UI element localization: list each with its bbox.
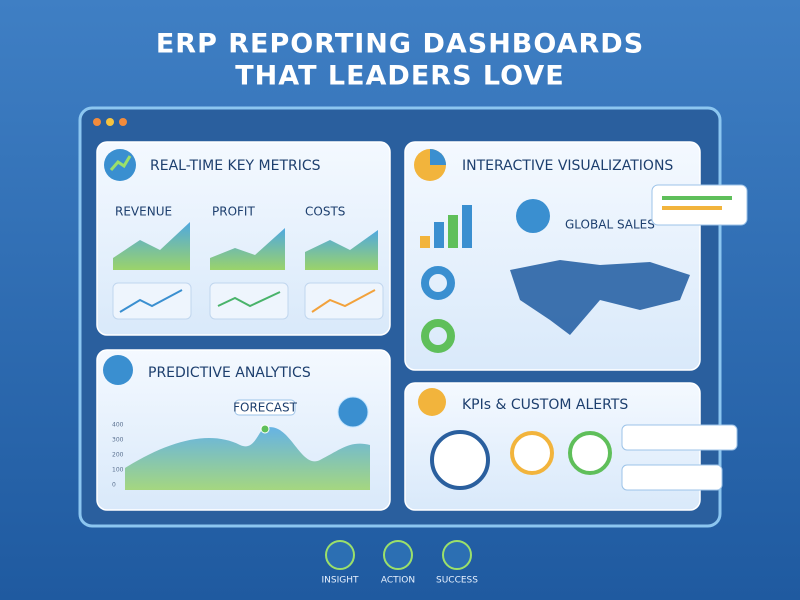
world-map [510, 260, 690, 335]
mini-line [217, 291, 281, 308]
donut [421, 266, 455, 300]
title: THAT LEADERS LOVE [235, 61, 564, 92]
tooltip-line [662, 206, 722, 210]
mini-card [304, 282, 384, 320]
globe [516, 199, 550, 233]
sparkline-area [305, 230, 378, 270]
crystal-ball [337, 396, 369, 428]
mini-line [311, 289, 376, 313]
tooltip [651, 184, 748, 226]
gauge [430, 430, 490, 490]
icon [109, 155, 132, 171]
bar-icon [434, 222, 444, 248]
sparkline-area [210, 228, 285, 270]
window-dot [106, 118, 114, 126]
footer-label: ACTION [381, 576, 415, 586]
panel-title: KPIs & CUSTOM ALERTS [462, 397, 628, 413]
axis-label: 200 [112, 452, 124, 459]
metric-label: COSTS [305, 205, 345, 219]
axis-label: 0 [112, 482, 116, 489]
axis-label: 100 [112, 467, 124, 474]
forecast-area [125, 427, 370, 490]
footer-icon [325, 540, 355, 570]
icon [418, 388, 446, 416]
forecast-point [260, 424, 270, 434]
title: ERP REPORTING DASHBOARDS [156, 29, 644, 60]
footer-label: INSIGHT [322, 576, 359, 586]
bar-icon [462, 205, 472, 248]
callout [234, 399, 296, 416]
bar-icon [448, 215, 458, 248]
gauge [568, 431, 612, 475]
icon [103, 355, 133, 385]
sparkline-area [113, 222, 190, 270]
icon [430, 149, 446, 165]
bar-icon [420, 236, 430, 248]
window-dot [119, 118, 127, 126]
footer-icon [383, 540, 413, 570]
footer-icon [442, 540, 472, 570]
panel [404, 141, 701, 371]
metric-label: REVENUE [115, 205, 172, 219]
callout-text: FORECAST [233, 401, 297, 415]
mini-card [112, 282, 192, 320]
panel-title: PREDICTIVE ANALYTICS [148, 365, 311, 381]
panel-title: REAL-TIME KEY METRICS [150, 158, 321, 174]
mini-card [209, 282, 289, 320]
alert-card [621, 424, 738, 451]
axis-label: 400 [112, 422, 124, 429]
panel-title: INTERACTIVE VISUALIZATIONS [462, 158, 673, 174]
donut [421, 319, 455, 353]
footer-label: SUCCESS [436, 576, 478, 586]
axis-label: 300 [112, 437, 124, 444]
metric-label: PROFIT [212, 205, 255, 219]
alert-card [621, 464, 723, 491]
mini-line [119, 289, 183, 313]
map-label: GLOBAL SALES [565, 218, 655, 232]
gauge [510, 431, 554, 475]
window-dot [93, 118, 101, 126]
tooltip-line [662, 196, 732, 200]
